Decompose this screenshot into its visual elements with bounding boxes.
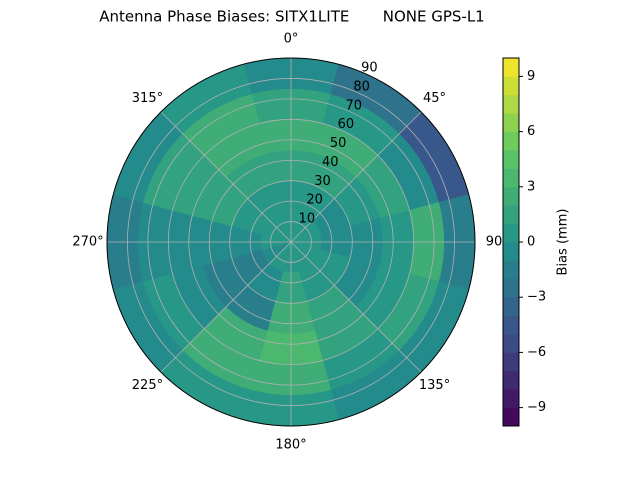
colorbar-band (503, 205, 519, 224)
colorbar-tick-label: 9 (527, 69, 535, 84)
theta-grid-line (290, 111, 422, 243)
colorbar-tick-label: −6 (527, 345, 546, 360)
theta-tick-label: 90 (486, 235, 503, 250)
colorbar-tick-label: 0 (527, 235, 535, 250)
r-tick-label: 20 (306, 193, 323, 208)
theta-tick-label: 315° (132, 91, 163, 106)
colorbar-band (503, 297, 519, 316)
colorbar-band (503, 370, 519, 390)
r-tick-label: 80 (353, 79, 370, 94)
colorbar-band (503, 58, 519, 77)
colorbar-band (503, 352, 519, 372)
theta-tick-label: 135° (419, 378, 450, 393)
theta-tick-label: 45° (423, 91, 446, 106)
r-tick-label: 60 (338, 117, 355, 132)
colorbar-tick-label: 3 (527, 179, 535, 194)
colorbar-band (503, 407, 519, 427)
theta-grid-line (160, 111, 292, 243)
theta-tick-label: 0° (284, 32, 299, 47)
colorbar-tick-label: −9 (527, 400, 546, 415)
r-tick-label: 90 (361, 61, 378, 76)
colorbar-band (503, 168, 519, 188)
colorbar-band (503, 113, 519, 132)
colorbar-tick-label: 6 (527, 124, 535, 139)
colorbar-band (503, 94, 519, 114)
r-tick-label: 30 (314, 174, 331, 189)
colorbar-band (503, 334, 519, 353)
theta-tick-label: 270° (72, 235, 103, 250)
r-tick-label: 10 (299, 212, 316, 227)
theta-tick-label: 225° (132, 378, 163, 393)
theta-grid-line (290, 241, 422, 373)
r-tick-label: 70 (345, 98, 362, 113)
theta-grid-line (160, 241, 292, 373)
colorbar-band (503, 131, 519, 151)
colorbar-tick-label: −3 (527, 290, 546, 305)
colorbar-band (503, 223, 519, 243)
colorbar-label: Bias (mm) (556, 209, 571, 276)
colorbar-band (503, 76, 519, 96)
colorbar-band (503, 315, 519, 335)
colorbar-band (503, 260, 519, 280)
colorbar-band (503, 278, 519, 298)
colorbar-band (503, 186, 519, 206)
colorbar-band (503, 389, 519, 408)
r-tick-label: 50 (330, 136, 347, 151)
colorbar-band (503, 150, 519, 169)
polar-frame (106, 57, 476, 427)
r-tick-label: 40 (322, 155, 339, 170)
colorbar-band (503, 242, 519, 261)
theta-tick-label: 180° (275, 438, 306, 453)
chart-title: Antenna Phase Biases: SITX1LITE NONE GPS… (99, 8, 484, 26)
